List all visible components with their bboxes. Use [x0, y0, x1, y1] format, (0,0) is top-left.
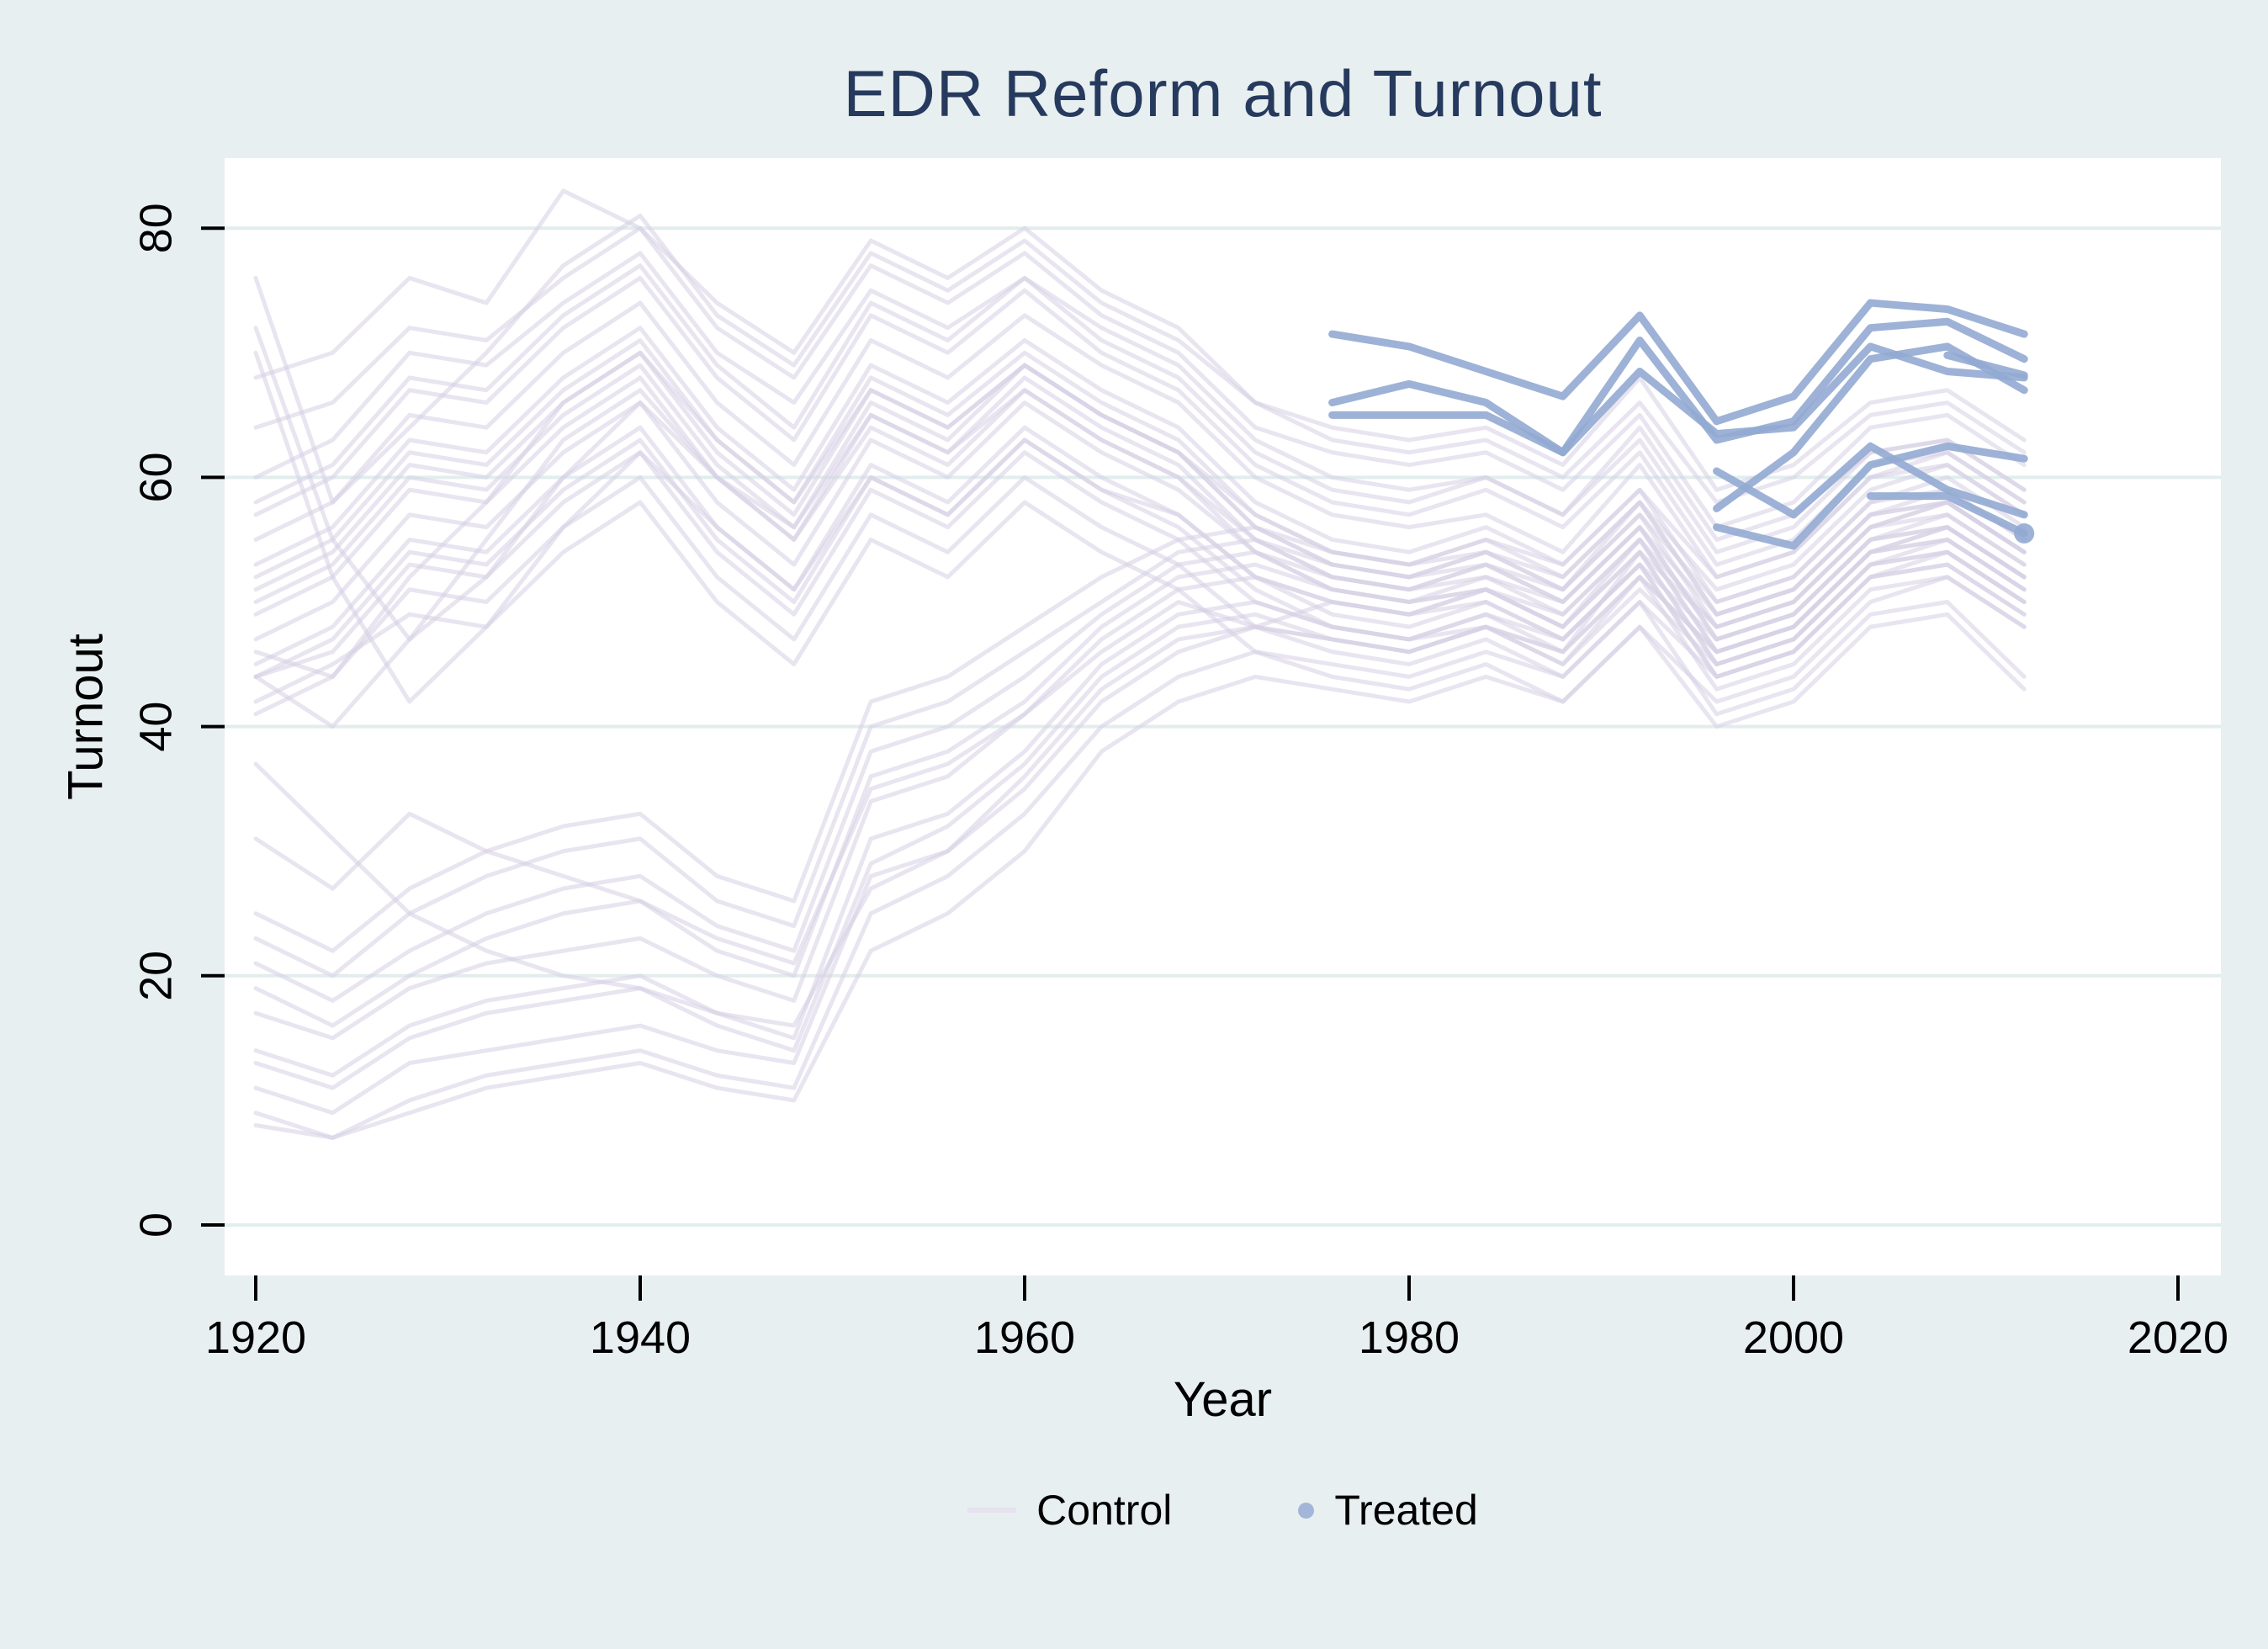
control-line — [253, 575, 2027, 1140]
legend-item-control: Control — [967, 1486, 1172, 1535]
control-line — [253, 525, 2027, 1028]
x-tick-label: 1980 — [1359, 1312, 1460, 1363]
control-line — [253, 500, 2027, 729]
treated-dot-swatch-icon — [1298, 1502, 1315, 1519]
control-line — [253, 549, 2027, 1140]
plot-background — [225, 158, 2221, 1275]
control-line — [253, 500, 2027, 966]
control-line — [253, 275, 2027, 567]
treated-line — [1328, 299, 2028, 426]
treated-line — [1328, 317, 2028, 457]
x-axis-label: Year — [1173, 1372, 1273, 1427]
x-tick-label: 1940 — [590, 1312, 691, 1363]
control-line — [253, 475, 2027, 717]
y-axis-label: Turnout — [58, 634, 114, 800]
treated-line — [1713, 442, 2028, 550]
legend-label-control: Control — [1036, 1487, 1173, 1534]
control-line — [253, 450, 2027, 953]
control-line-swatch-icon — [967, 1508, 1017, 1513]
legend-label-treated: Treated — [1334, 1487, 1478, 1534]
treated-line — [1866, 492, 2028, 538]
control-line — [253, 251, 2027, 542]
treated-line — [1328, 342, 2028, 457]
y-tick-label: 20 — [130, 951, 181, 1001]
x-tick-label: 2020 — [2128, 1312, 2228, 1363]
treated-line — [1943, 351, 2028, 379]
control-line — [253, 463, 2027, 978]
chart-title: EDR Reform and Turnout — [843, 56, 1603, 130]
y-tick-label: 0 — [130, 1212, 181, 1238]
y-tick-label: 40 — [130, 702, 181, 752]
legend-item-treated: Treated — [1298, 1486, 1478, 1535]
x-tick-label: 1960 — [974, 1312, 1075, 1363]
control-line — [253, 188, 2027, 492]
control-line — [253, 475, 2027, 1003]
control-line — [253, 225, 2027, 530]
treated-line — [1713, 442, 2028, 519]
legend: Control Treated — [225, 1486, 2221, 1535]
treated-end-dot — [2014, 523, 2035, 544]
y-tick-label: 80 — [130, 203, 181, 253]
x-tick-label: 1920 — [205, 1312, 306, 1363]
control-line — [253, 450, 2027, 692]
control-line — [253, 263, 2027, 554]
x-tick-label: 2000 — [1743, 1312, 1844, 1363]
control-line — [253, 537, 2027, 1090]
control-line — [253, 487, 2027, 1028]
y-tick-label: 60 — [130, 452, 181, 502]
control-line — [253, 512, 2027, 1078]
